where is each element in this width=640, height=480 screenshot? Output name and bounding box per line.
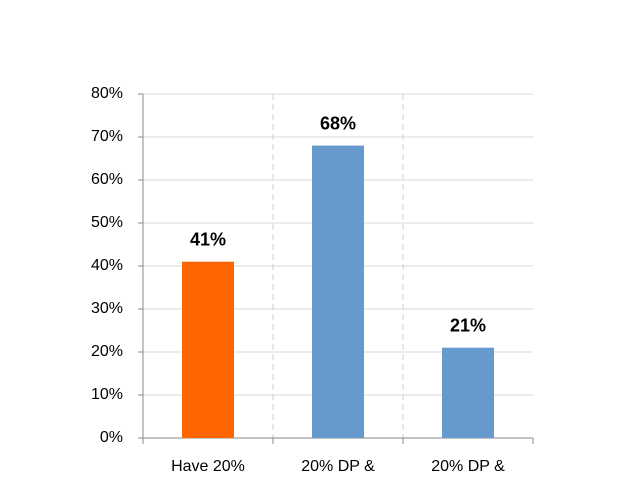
x-tick-label: Have 20% <box>171 458 245 475</box>
x-tick-label: 20% DP & <box>431 458 505 475</box>
value-label: 41% <box>190 229 226 249</box>
y-tick-label: 60% <box>91 171 123 188</box>
x-tick-label: 20% DP & <box>301 458 375 475</box>
bar <box>312 145 364 438</box>
y-tick-label: 70% <box>91 128 123 145</box>
y-tick-label: 30% <box>91 300 123 317</box>
y-tick-label: 40% <box>91 257 123 274</box>
y-tick-label: 50% <box>91 214 123 231</box>
bar <box>442 347 494 438</box>
y-tick-label: 20% <box>91 343 123 360</box>
value-label: 21% <box>450 315 486 335</box>
y-tick-label: 10% <box>91 386 123 403</box>
y-tick-label: 80% <box>91 85 123 102</box>
y-tick-label: 0% <box>100 429 123 446</box>
bar <box>182 261 234 438</box>
value-label: 68% <box>320 113 356 133</box>
